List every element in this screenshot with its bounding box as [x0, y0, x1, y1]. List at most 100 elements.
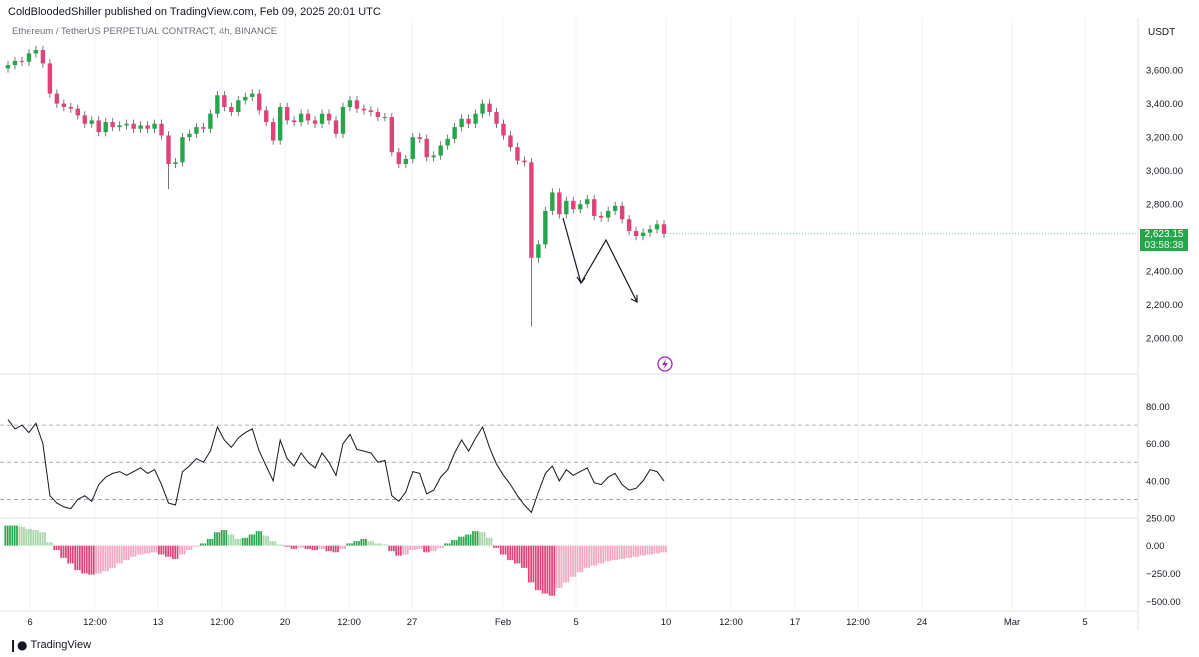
histogram-bar — [169, 545, 172, 557]
histogram-bar — [113, 545, 116, 568]
y-tick-label: 0.00 — [1146, 541, 1165, 552]
candle-body — [619, 205, 625, 220]
histogram-bar — [23, 526, 25, 546]
histogram-bar — [251, 534, 253, 546]
histogram-bar — [9, 525, 11, 546]
histogram-bar — [623, 545, 626, 559]
histogram-bar — [269, 541, 272, 546]
histogram-bar — [648, 545, 651, 555]
x-tick-label: 13 — [153, 617, 164, 628]
candle-body — [61, 103, 67, 107]
candle-body — [654, 224, 660, 230]
histogram-bar — [195, 545, 197, 547]
x-tick-label: 12:00 — [337, 617, 361, 628]
candle-body — [47, 63, 53, 94]
histogram-bar — [544, 545, 546, 594]
candle-body — [417, 137, 422, 139]
histogram-bar — [46, 542, 49, 546]
histogram-bar — [37, 530, 39, 546]
y-tick-label: 2,400.00 — [1146, 267, 1183, 278]
candle-body — [501, 123, 506, 136]
histogram-bar — [248, 534, 251, 546]
histogram-bar — [611, 545, 614, 561]
candle-body — [187, 133, 192, 138]
histogram-bar — [58, 545, 60, 551]
histogram-bar — [167, 545, 170, 557]
histogram-bar — [446, 543, 449, 546]
histogram-bar — [311, 545, 314, 551]
histogram-bar — [658, 545, 660, 554]
histogram-bar — [260, 531, 263, 546]
histogram-bar — [237, 538, 239, 546]
histogram-bar — [590, 545, 593, 566]
histogram-bar — [285, 545, 288, 547]
x-tick-label: 12:00 — [846, 617, 870, 628]
tradingview-logo-icon: ❙● — [8, 638, 28, 652]
histogram-bar — [85, 545, 88, 574]
candle-body — [180, 137, 185, 163]
histogram-bar — [190, 545, 193, 551]
histogram-bar — [372, 541, 374, 546]
x-tick-label: 24 — [917, 617, 928, 628]
candle-body — [410, 137, 415, 159]
histogram-bar — [453, 540, 456, 546]
footer-brand[interactable]: ❙● TradingView — [8, 638, 91, 652]
candle-body — [124, 123, 129, 126]
y-tick-label: −250.00 — [1146, 569, 1181, 580]
histogram-bar — [532, 545, 535, 583]
histogram-bar — [595, 545, 598, 566]
histogram-bar — [202, 543, 204, 546]
candle-body — [131, 123, 136, 129]
histogram-bar — [290, 545, 293, 549]
histogram-bar — [104, 545, 107, 572]
histogram-bar — [223, 530, 225, 546]
rsi-line — [7, 419, 665, 514]
histogram-bar — [527, 545, 530, 583]
histogram-bar — [399, 545, 402, 556]
histogram-bar — [130, 545, 132, 557]
histogram-bar — [618, 545, 621, 559]
histogram-bar — [646, 545, 649, 555]
histogram-bar — [472, 531, 474, 546]
lightning-icon[interactable] — [657, 356, 673, 372]
histogram-bar — [313, 545, 316, 551]
candle-body — [605, 210, 611, 218]
candle-body — [110, 122, 115, 128]
candle-body — [236, 100, 241, 113]
candle-body — [54, 93, 60, 104]
candle-body — [647, 229, 653, 233]
histogram-bar — [120, 545, 123, 564]
histogram-bar — [353, 541, 356, 546]
histogram-bar — [206, 538, 209, 546]
histogram-bar — [20, 526, 23, 546]
histogram-bar — [425, 545, 428, 553]
histogram-bar — [97, 545, 100, 574]
candle-body — [229, 107, 234, 113]
histogram-bar — [455, 540, 458, 546]
x-tick-label: 5 — [573, 617, 578, 628]
histogram-bar — [569, 545, 572, 577]
histogram-bar — [30, 528, 32, 546]
histogram-bar — [651, 545, 653, 555]
candle-body — [375, 112, 381, 118]
histogram-bar — [586, 545, 588, 568]
candle-body — [103, 122, 108, 133]
candle-body — [326, 113, 332, 121]
projection-arrow-path[interactable] — [562, 217, 638, 303]
histogram-bar — [369, 541, 372, 546]
histogram-bar — [111, 545, 114, 568]
histogram-bar — [341, 545, 344, 549]
y-tick-label: 80.00 — [1146, 402, 1170, 413]
histogram-bar — [395, 545, 398, 556]
histogram-bar — [565, 545, 567, 583]
bar-countdown: 03:58:38 — [1144, 240, 1184, 251]
symbol-info[interactable]: Ethereum / TetherUS PERPETUAL CONTRACT, … — [12, 26, 278, 37]
histogram-bar — [360, 538, 363, 546]
candle-body — [201, 127, 206, 129]
histogram-bar — [60, 545, 63, 558]
candle-body — [396, 152, 402, 164]
histogram-bar — [560, 545, 563, 588]
y-tick-label: 3,400.00 — [1146, 99, 1183, 110]
histogram-bar — [160, 545, 163, 555]
